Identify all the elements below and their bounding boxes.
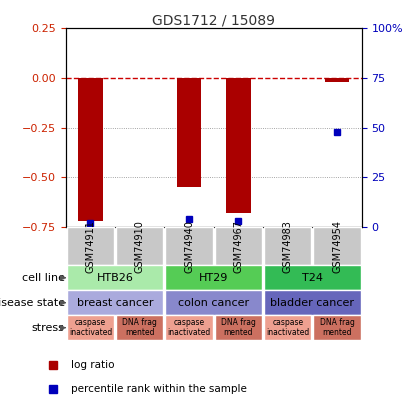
- Text: T24: T24: [302, 273, 323, 283]
- Text: breast cancer: breast cancer: [77, 298, 153, 308]
- FancyBboxPatch shape: [165, 290, 262, 315]
- Bar: [78, 78, 103, 221]
- Text: DNA frag
mented: DNA frag mented: [122, 318, 157, 337]
- FancyBboxPatch shape: [264, 290, 361, 315]
- Text: disease state: disease state: [0, 298, 65, 308]
- FancyBboxPatch shape: [264, 315, 312, 340]
- FancyBboxPatch shape: [165, 315, 213, 340]
- Text: HT29: HT29: [199, 273, 229, 283]
- Text: DNA frag
mented: DNA frag mented: [320, 318, 354, 337]
- FancyBboxPatch shape: [116, 227, 164, 265]
- FancyBboxPatch shape: [264, 227, 312, 265]
- Text: colon cancer: colon cancer: [178, 298, 249, 308]
- FancyBboxPatch shape: [67, 265, 164, 290]
- Text: GSM74940: GSM74940: [184, 220, 194, 273]
- FancyBboxPatch shape: [116, 315, 164, 340]
- FancyBboxPatch shape: [67, 290, 164, 315]
- FancyBboxPatch shape: [165, 227, 213, 265]
- FancyBboxPatch shape: [67, 315, 114, 340]
- Text: DNA frag
mented: DNA frag mented: [221, 318, 256, 337]
- FancyBboxPatch shape: [67, 227, 114, 265]
- Text: caspase
inactivated: caspase inactivated: [167, 318, 211, 337]
- FancyBboxPatch shape: [165, 265, 262, 290]
- Text: cell line: cell line: [22, 273, 65, 283]
- Text: caspase
inactivated: caspase inactivated: [69, 318, 112, 337]
- FancyBboxPatch shape: [264, 265, 361, 290]
- Bar: [325, 78, 349, 82]
- Text: GSM74911: GSM74911: [85, 220, 95, 273]
- Text: GSM74954: GSM74954: [332, 220, 342, 273]
- Text: GSM74983: GSM74983: [283, 220, 293, 273]
- Text: caspase
inactivated: caspase inactivated: [266, 318, 309, 337]
- FancyBboxPatch shape: [313, 315, 361, 340]
- FancyBboxPatch shape: [313, 227, 361, 265]
- FancyBboxPatch shape: [215, 315, 262, 340]
- Bar: [177, 78, 201, 187]
- Text: bladder cancer: bladder cancer: [270, 298, 354, 308]
- Bar: [226, 78, 251, 213]
- Title: GDS1712 / 15089: GDS1712 / 15089: [152, 13, 275, 27]
- Text: log ratio: log ratio: [71, 360, 115, 370]
- Text: GSM74967: GSM74967: [233, 220, 243, 273]
- Text: percentile rank within the sample: percentile rank within the sample: [71, 384, 247, 394]
- FancyBboxPatch shape: [215, 227, 262, 265]
- Text: HTB26: HTB26: [97, 273, 134, 283]
- Text: GSM74910: GSM74910: [135, 220, 145, 273]
- Text: stress: stress: [32, 323, 65, 333]
